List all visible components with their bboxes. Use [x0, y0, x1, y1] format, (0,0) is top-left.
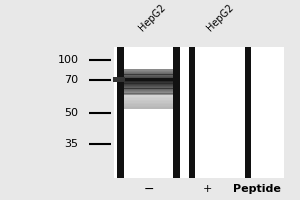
- Bar: [124, 85, 173, 86]
- Bar: [124, 106, 173, 107]
- Bar: [114, 47, 284, 178]
- Bar: [124, 72, 173, 73]
- Bar: [124, 83, 173, 85]
- Bar: [124, 87, 173, 89]
- Bar: [189, 47, 195, 178]
- Bar: [124, 92, 173, 94]
- Bar: [124, 88, 173, 90]
- Bar: [124, 91, 173, 92]
- Bar: [113, 77, 125, 82]
- Text: 50: 50: [65, 108, 79, 118]
- Bar: [124, 74, 173, 76]
- Bar: [124, 107, 173, 109]
- Bar: [124, 98, 173, 100]
- Bar: [124, 104, 173, 106]
- Text: −: −: [143, 183, 154, 196]
- Bar: [117, 47, 180, 178]
- Text: 100: 100: [58, 55, 79, 65]
- Bar: [124, 101, 173, 103]
- Bar: [124, 93, 173, 95]
- Bar: [124, 79, 173, 81]
- Bar: [124, 93, 173, 95]
- Bar: [124, 103, 173, 104]
- Text: +: +: [203, 184, 213, 194]
- Bar: [189, 47, 251, 178]
- Bar: [124, 71, 173, 72]
- Bar: [124, 86, 173, 87]
- Bar: [124, 95, 173, 97]
- Bar: [124, 97, 173, 98]
- Bar: [173, 47, 180, 178]
- Text: HepG2: HepG2: [136, 2, 167, 33]
- Text: HepG2: HepG2: [205, 2, 236, 33]
- Bar: [124, 81, 173, 82]
- Bar: [124, 82, 173, 84]
- Bar: [117, 47, 124, 178]
- Text: Peptide: Peptide: [233, 184, 281, 194]
- Bar: [124, 100, 173, 101]
- Bar: [124, 90, 173, 91]
- Bar: [124, 76, 173, 77]
- Bar: [124, 77, 173, 78]
- Bar: [195, 112, 244, 116]
- Bar: [244, 47, 251, 178]
- Bar: [124, 73, 173, 75]
- Bar: [124, 69, 173, 71]
- Bar: [124, 78, 173, 81]
- Bar: [124, 78, 173, 80]
- Text: 35: 35: [65, 139, 79, 149]
- Text: 70: 70: [64, 75, 79, 85]
